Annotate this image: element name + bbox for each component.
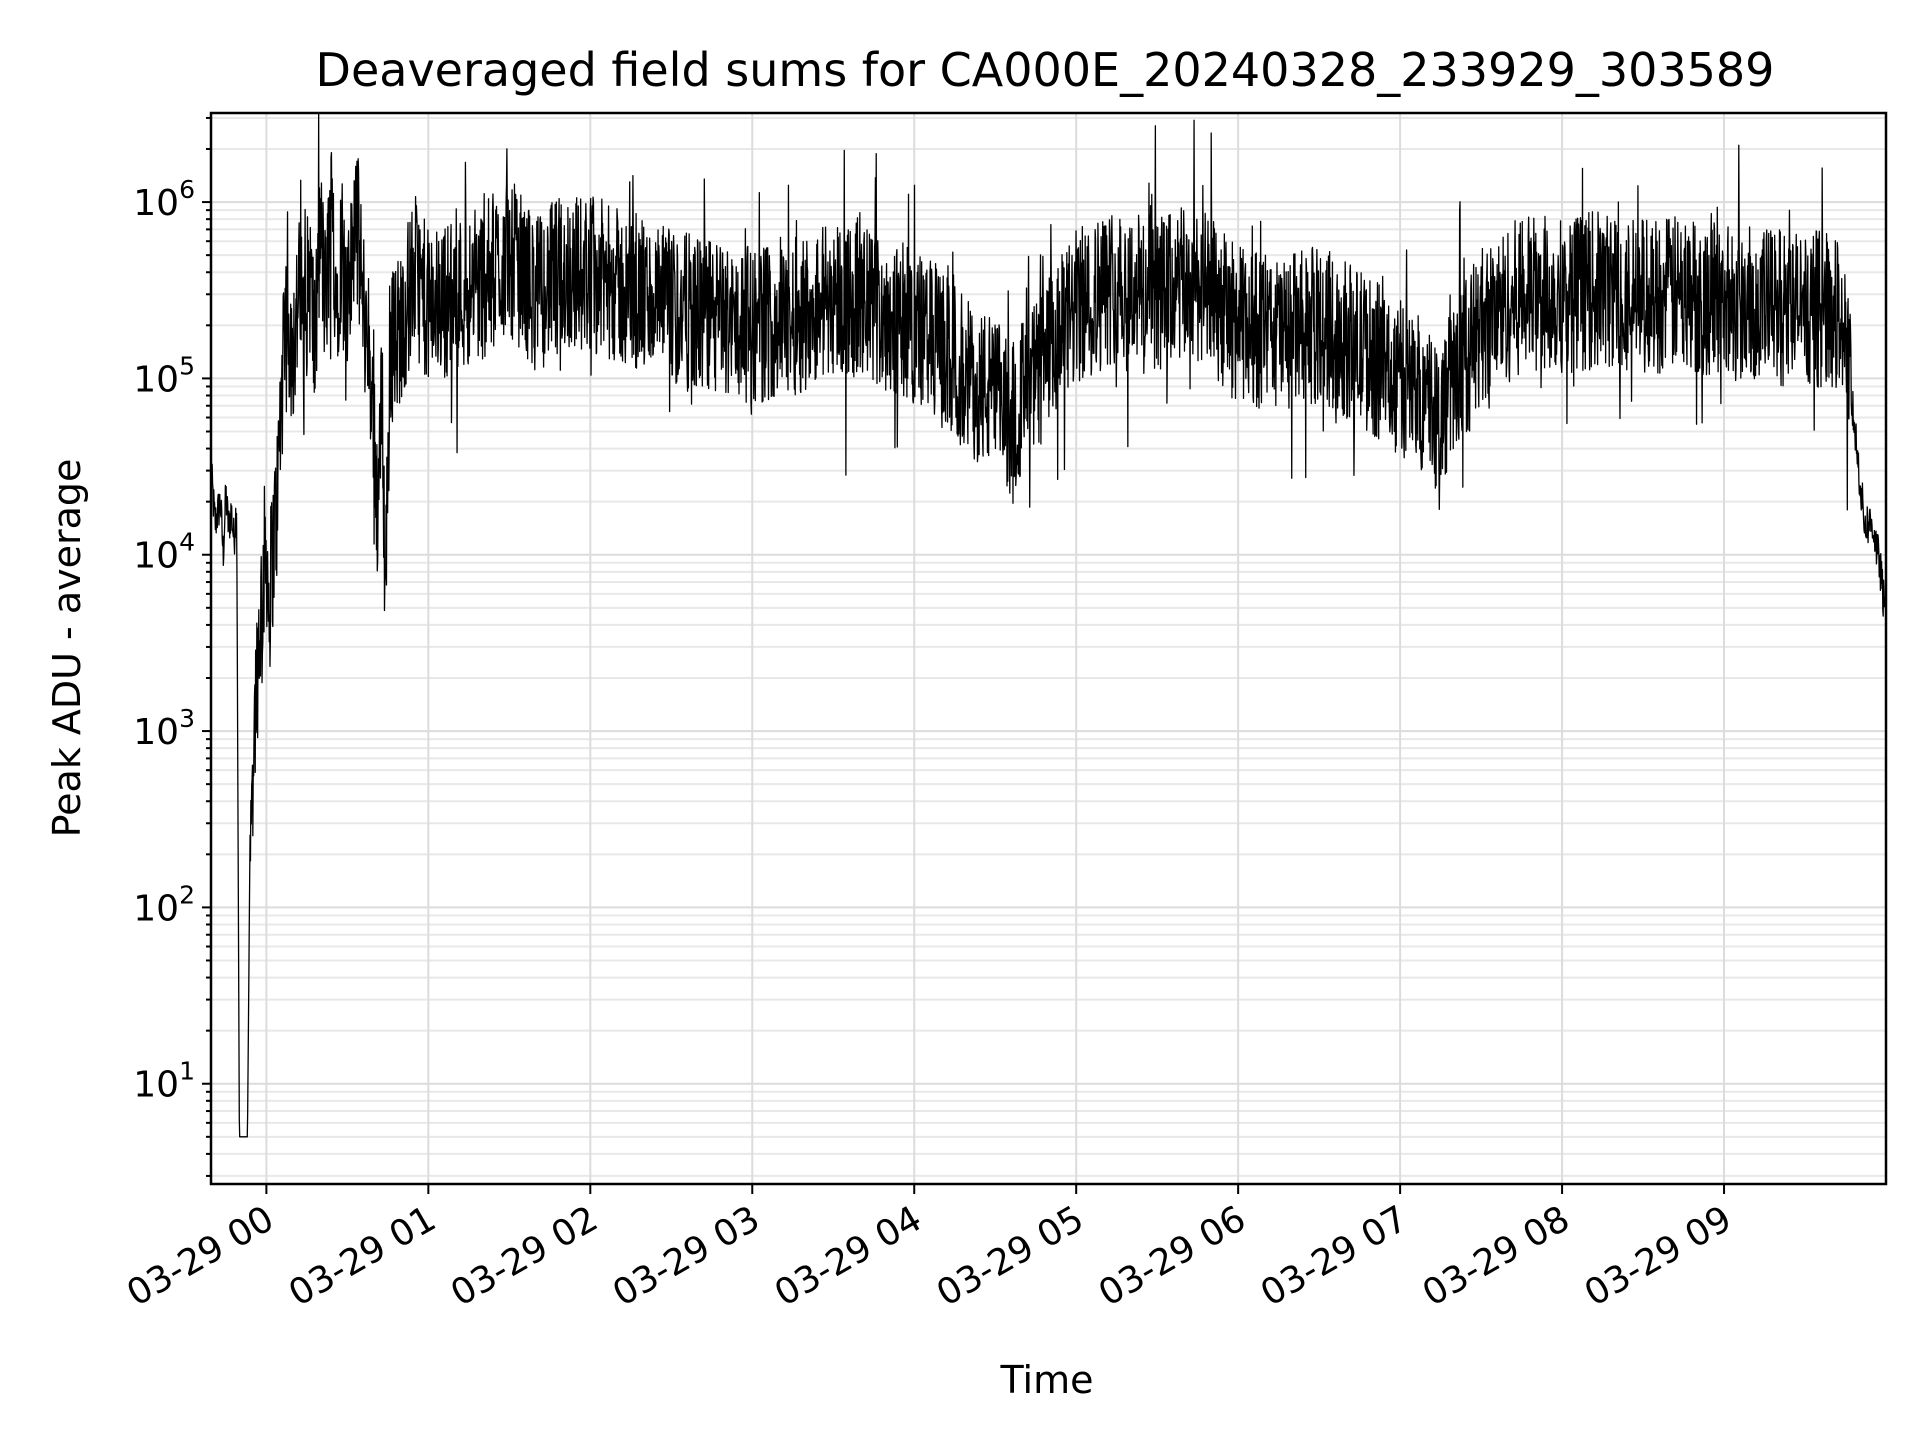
chart-title: Deaveraged field sums for CA000E_2024032… bbox=[316, 43, 1775, 97]
y-tick-label: 103 bbox=[133, 704, 195, 753]
y-tick-label: 106 bbox=[133, 175, 195, 224]
y-tick-exponent: 3 bbox=[179, 704, 195, 733]
y-tick-base: 10 bbox=[133, 888, 179, 929]
y-tick-exponent: 4 bbox=[179, 528, 195, 557]
y-tick-label: 102 bbox=[133, 880, 195, 929]
y-tick-exponent: 6 bbox=[179, 175, 195, 204]
y-tick-base: 10 bbox=[133, 359, 179, 400]
y-tick-base: 10 bbox=[133, 712, 179, 753]
y-tick-base: 10 bbox=[133, 1065, 179, 1106]
y-tick-exponent: 1 bbox=[179, 1057, 195, 1086]
y-tick-base: 10 bbox=[133, 183, 179, 224]
y-tick-base: 10 bbox=[133, 536, 179, 577]
plot-area bbox=[210, 112, 1887, 1138]
x-axis-label: Time bbox=[1000, 1358, 1094, 1402]
plot-frame bbox=[209, 111, 1888, 1186]
y-tick-exponent: 2 bbox=[179, 880, 195, 909]
y-tick-label: 101 bbox=[133, 1057, 195, 1106]
series-line bbox=[210, 112, 1887, 1138]
y-tick-label: 105 bbox=[133, 351, 195, 400]
y-tick-exponent: 5 bbox=[179, 351, 195, 380]
y-axis-label: Peak ADU - average bbox=[45, 459, 89, 838]
y-tick-label: 104 bbox=[133, 528, 195, 577]
